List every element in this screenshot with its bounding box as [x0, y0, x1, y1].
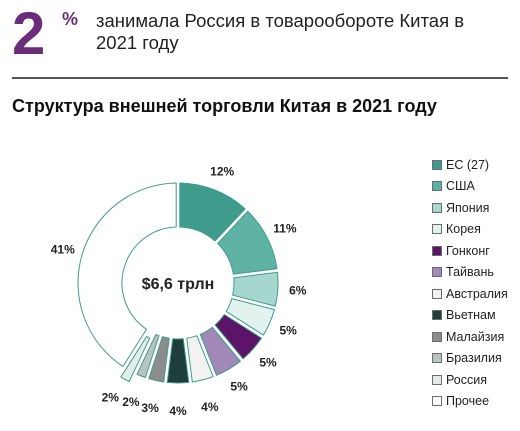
label-вьетнам: 4%	[169, 404, 187, 418]
legend-label: Россия	[446, 372, 487, 387]
stat-value: 2	[12, 0, 46, 67]
center-label: $6,6 трлн	[142, 276, 215, 293]
label-бразилия: 2%	[122, 395, 140, 409]
legend-swatch	[432, 181, 442, 192]
label-тайвань: 5%	[230, 379, 248, 393]
legend-swatch	[432, 331, 442, 342]
label-россия: 2%	[102, 391, 120, 405]
legend-label: Вьетнам	[446, 308, 496, 323]
slice-прочее	[77, 182, 177, 368]
legend-label: Австралия	[446, 286, 508, 301]
slice-австралия	[186, 335, 214, 383]
legend-item-ес-27: ЕС (27)	[432, 154, 508, 176]
slice-корея	[225, 298, 276, 336]
legend-swatch	[432, 224, 442, 235]
stat-unit: %	[62, 9, 79, 29]
legend-label: ЕС (27)	[446, 157, 490, 172]
label-корея: 5%	[279, 324, 297, 338]
legend-item-россия: Россия	[432, 369, 508, 391]
legend-swatch	[432, 267, 442, 278]
slice-сша	[216, 210, 278, 275]
legend-label: Малайзия	[446, 329, 505, 344]
label-австралия: 4%	[201, 400, 219, 414]
donut-chart: 12%11%6%5%5%5%4%4%3%2%2%41%$6,6 трлн	[51, 164, 307, 418]
label-сша: 11%	[273, 222, 297, 236]
legend-item-австралия: Австралия	[432, 283, 508, 305]
label-малайзия: 3%	[141, 401, 159, 415]
label-прочее: 41%	[51, 243, 75, 257]
legend-label: Прочее	[446, 394, 490, 409]
chart-legend: ЕС (27) США Япония Корея Гонконг Тайвань Австр…	[432, 154, 508, 412]
legend-label: Гонконг	[446, 243, 490, 258]
legend-item-малайзия: Малайзия	[432, 326, 508, 348]
legend-item-прочее: Прочее	[432, 391, 508, 413]
label-ес-27: 12%	[210, 164, 234, 178]
legend-swatch	[432, 159, 442, 170]
slice-тайвань	[199, 326, 242, 376]
legend-swatch	[432, 396, 442, 407]
slice-ес-27	[179, 182, 246, 242]
legend-item-сша: США	[432, 176, 508, 198]
legend-label: Корея	[446, 222, 481, 237]
legend-label: Тайвань	[446, 265, 494, 280]
legend-item-тайвань: Тайвань	[432, 262, 508, 284]
stat-description: занимала Россия в товарообороте Китая в …	[96, 10, 465, 53]
label-япония: 6%	[289, 284, 307, 298]
slice-япония	[232, 271, 279, 307]
slice-бразилия	[136, 333, 160, 379]
legend-swatch	[432, 353, 442, 364]
label-гонконг: 5%	[259, 355, 277, 369]
legend-label: Япония	[446, 200, 490, 215]
legend-label: США	[446, 179, 475, 194]
legend-item-вьетнам: Вьетнам	[432, 305, 508, 327]
slice-россия	[120, 335, 151, 383]
legend-item-корея: Корея	[432, 219, 508, 241]
slice-вьетнам	[166, 338, 190, 384]
slice-малайзия	[148, 336, 170, 383]
legend-item-гонконг: Гонконг	[432, 240, 508, 262]
divider	[12, 77, 508, 79]
legend-swatch	[432, 374, 442, 385]
legend-item-бразилия: Бразилия	[432, 348, 508, 370]
slice-гонконг	[214, 313, 263, 360]
legend-item-япония: Япония	[432, 197, 508, 219]
legend-swatch	[432, 245, 442, 256]
chart-title: Структура внешней торговли Китая в 2021 …	[12, 96, 437, 116]
legend-swatch	[432, 288, 442, 299]
legend-swatch	[432, 202, 442, 213]
legend-swatch	[432, 310, 442, 321]
legend-label: Бразилия	[446, 351, 502, 366]
